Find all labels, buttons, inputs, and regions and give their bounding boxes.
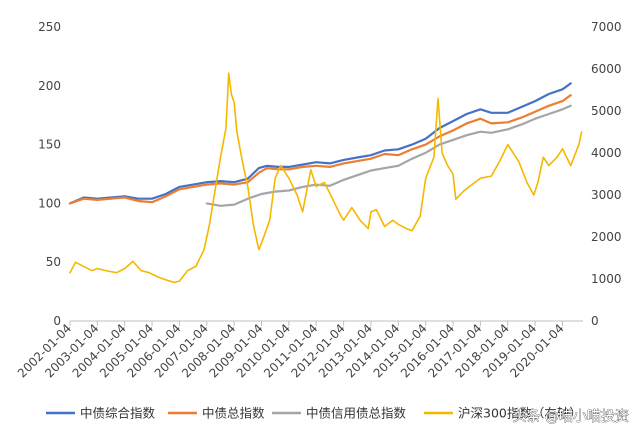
legend-label: 沪深300指数（右轴） <box>458 406 582 421</box>
series-line-3 <box>205 104 572 207</box>
left-y-tick-label: 0 <box>53 314 61 328</box>
left-y-axis: 0 50 100 150 200 250 <box>38 20 61 328</box>
right-y-tick-label: 5000 <box>591 104 622 118</box>
right-y-tick-label: 2000 <box>591 230 622 244</box>
left-y-tick-label: 50 <box>46 255 61 269</box>
series-line-1 <box>68 82 572 205</box>
legend: 中债综合指数 中债总指数 中债信用债总指数 沪深300指数（右轴） <box>46 406 582 421</box>
right-y-tick-label: 6000 <box>591 62 622 76</box>
watermark: 头条 @喵小喵投资 <box>513 408 629 425</box>
right-y-tick-label: 4000 <box>591 146 622 160</box>
right-y-axis: 0 1000 2000 3000 4000 5000 6000 7000 <box>591 20 622 328</box>
legend-label: 中债总指数 <box>202 406 265 421</box>
left-y-tick-label: 200 <box>38 79 61 93</box>
plot-area <box>68 72 583 284</box>
x-axis-ticks <box>69 321 563 326</box>
x-axis: 2002-01-042003-01-042004-01-042005-01-04… <box>15 321 567 380</box>
series-line-4 <box>69 72 583 284</box>
series-line-2 <box>68 94 572 205</box>
right-y-tick-label: 1000 <box>591 272 622 286</box>
right-y-tick-label: 3000 <box>591 188 622 202</box>
left-y-tick-label: 250 <box>38 20 61 34</box>
legend-label: 中债综合指数 <box>80 406 156 421</box>
left-y-tick-label: 150 <box>38 138 61 152</box>
legend-label: 中债信用债总指数 <box>306 406 407 421</box>
left-y-tick-label: 100 <box>38 196 61 210</box>
right-y-tick-label: 0 <box>591 314 599 328</box>
right-y-tick-label: 7000 <box>591 20 622 34</box>
